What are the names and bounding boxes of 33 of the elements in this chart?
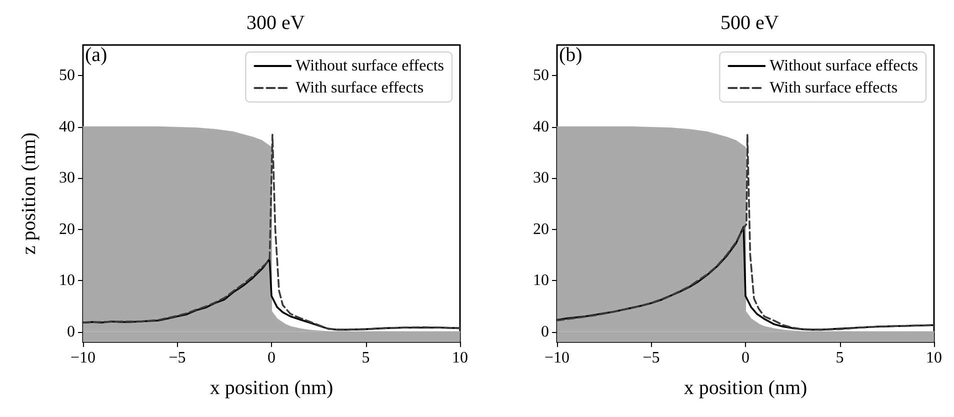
annotation: (a) — [85, 44, 108, 66]
legend-label: With surface effects — [296, 80, 424, 96]
x-tick-label: 0 — [268, 350, 276, 366]
y-tick-label: 30 — [59, 170, 75, 187]
y-tick-label: 10 — [533, 272, 549, 290]
x-axis-title: x position (nm) — [210, 377, 334, 399]
y-tick-label: 20 — [533, 220, 549, 238]
legend-label: Without surface effects — [296, 58, 444, 74]
x-tick-label: 5 — [362, 350, 370, 366]
y-tick-label: 50 — [59, 67, 75, 84]
y-tick-label: 0 — [541, 323, 549, 340]
y-tick-label: 50 — [533, 67, 549, 84]
x-tick-label: −5 — [168, 350, 186, 366]
x-axis-title: x position (nm) — [684, 377, 808, 399]
annotation: (b) — [559, 44, 582, 66]
y-tick-label: 40 — [533, 118, 549, 136]
legend-label: With surface effects — [770, 80, 898, 96]
x-tick-label: −10 — [70, 350, 96, 366]
x-tick-label: 10 — [926, 350, 942, 366]
y-tick-label: 40 — [59, 118, 75, 136]
y-axis-title: z position (nm) — [18, 132, 40, 255]
y-tick-label: 0 — [67, 323, 75, 340]
x-tick-label: 10 — [452, 350, 468, 366]
x-tick-label: 0 — [742, 350, 750, 366]
x-tick-label: 5 — [836, 350, 844, 366]
y-tick-label: 30 — [533, 170, 549, 187]
legend-label: Without surface effects — [770, 58, 918, 74]
x-tick-label: −10 — [544, 350, 570, 366]
chart-title: 500 eV — [720, 12, 780, 34]
chart-title: 300 eV — [246, 12, 306, 34]
y-tick-label: 10 — [59, 272, 75, 290]
x-tick-label: −5 — [642, 350, 660, 366]
y-tick-label: 20 — [59, 220, 75, 238]
